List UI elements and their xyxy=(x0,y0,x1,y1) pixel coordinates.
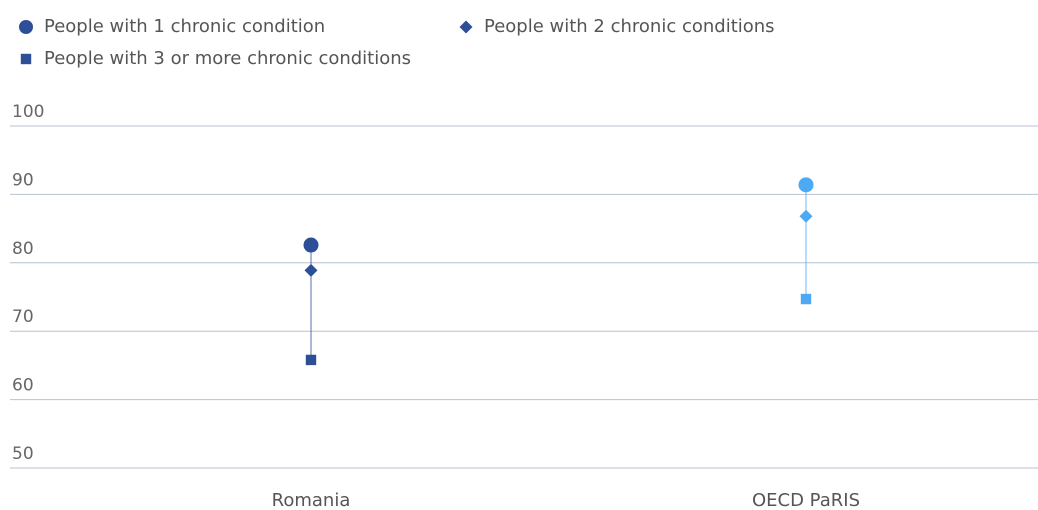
legend-label: People with 3 or more chronic conditions xyxy=(44,48,411,69)
x-tick-label: OECD PaRIS xyxy=(752,490,860,510)
dot xyxy=(304,263,318,277)
legend-marker xyxy=(20,53,32,65)
y-tick-label: 70 xyxy=(12,307,34,327)
y-tick-label: 50 xyxy=(12,444,34,464)
y-tick-label: 80 xyxy=(12,239,34,259)
y-tick-label: 60 xyxy=(12,376,34,396)
y-tick-label: 100 xyxy=(12,102,44,122)
x-tick-label: Romania xyxy=(272,490,351,510)
y-tick-label: 90 xyxy=(12,170,34,190)
legend-marker xyxy=(19,20,33,34)
dot xyxy=(305,354,317,366)
legend-label: People with 2 chronic conditions xyxy=(484,16,775,37)
legend-marker xyxy=(459,20,473,34)
legend-label: People with 1 chronic condition xyxy=(44,16,325,37)
dot xyxy=(303,237,319,253)
dot xyxy=(799,209,813,223)
dot xyxy=(798,177,814,193)
dot xyxy=(800,293,812,305)
